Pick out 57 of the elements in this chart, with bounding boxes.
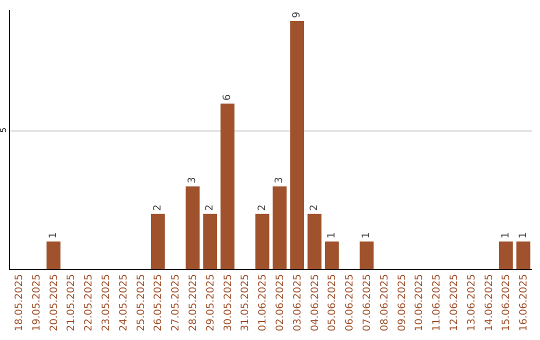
bar [516, 241, 530, 269]
data-label: 9 [292, 12, 303, 18]
x-tick-label: 12.06.2025 [448, 274, 460, 332]
bar [186, 186, 200, 269]
bar [360, 241, 374, 269]
data-label: 1 [500, 232, 512, 238]
data-label: 3 [274, 176, 286, 184]
x-tick-label: 16.06.2025 [518, 274, 530, 332]
data-label: 2 [256, 204, 268, 211]
bar [220, 104, 234, 269]
x-tick-label: 05.06.2025 [327, 274, 338, 332]
x-tick-label: 14.06.2025 [484, 274, 495, 332]
bar [46, 241, 60, 269]
x-tick-label: 24.05.2025 [118, 274, 130, 332]
x-tick-label: 28.05.2025 [188, 274, 199, 332]
x-tick-label: 27.05.2025 [170, 274, 182, 332]
data-label: 1 [518, 232, 529, 238]
x-tick-label: 22.05.2025 [84, 274, 95, 332]
bar [272, 186, 287, 269]
data-label: 3 [187, 176, 198, 184]
x-tick-label: 08.06.2025 [379, 274, 390, 332]
x-tick-label: 30.05.2025 [222, 274, 234, 332]
x-tick-label: 20.05.2025 [48, 274, 60, 332]
bar [324, 241, 339, 269]
x-tick-label: 09.06.2025 [396, 274, 408, 332]
bar [308, 214, 322, 269]
data-label: 2 [309, 204, 320, 211]
x-tick-label: 06.06.2025 [344, 274, 356, 332]
data-label: 1 [326, 232, 338, 238]
data-label: 2 [204, 204, 216, 211]
x-tick-label: 04.06.2025 [310, 274, 321, 332]
bar [498, 241, 513, 269]
x-tick-label: 19.05.2025 [31, 274, 42, 332]
bar [255, 214, 270, 269]
x-tick-label: 29.05.2025 [205, 274, 216, 332]
x-tick-label: 02.06.2025 [274, 274, 286, 332]
bar [290, 21, 304, 269]
x-tick-label: 21.05.2025 [66, 274, 78, 332]
x-tick-label: 07.06.2025 [362, 274, 373, 332]
x-tick-label: 13.06.2025 [466, 274, 478, 332]
data-label: 6 [222, 94, 233, 101]
x-tick-label: 26.05.2025 [153, 274, 164, 332]
data-label: 2 [152, 204, 164, 211]
x-tick-label: 10.06.2025 [414, 274, 426, 332]
x-tick-label: 18.05.2025 [14, 274, 25, 332]
x-tick-label: 15.06.2025 [501, 274, 512, 332]
x-tick-label: 25.05.2025 [136, 274, 147, 332]
x-tick-label: 03.06.2025 [292, 274, 304, 332]
x-tick-label: 31.05.2025 [240, 274, 252, 332]
data-label: 1 [48, 232, 59, 238]
x-tick-label: 11.06.2025 [432, 274, 443, 332]
x-tick-label: 23.05.2025 [100, 274, 112, 332]
bar [203, 214, 218, 269]
bar [150, 214, 165, 269]
y-tick-label: 5 [0, 127, 8, 133]
data-label: 1 [361, 232, 372, 238]
x-tick-label: 01.06.2025 [258, 274, 269, 332]
